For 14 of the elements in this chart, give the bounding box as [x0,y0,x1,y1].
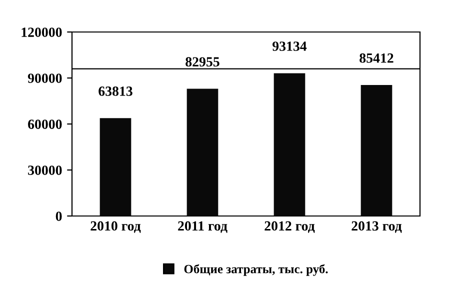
y-tick-label: 120000 [22,28,62,37]
data-label: 85412 [360,53,394,63]
x-tick-label: 2012 год [264,221,315,233]
y-tick-label: 0 [56,212,62,221]
x-tick-label: 2010 год [90,221,141,233]
data-label: 93134 [272,42,307,51]
y-tick-label: 90000 [28,74,62,83]
data-label: 63813 [98,86,132,96]
x-tick-label: 2013 год [352,221,402,233]
y-tick-label: 60000 [28,120,62,129]
legend-label: Общие затраты, тыс. руб. [184,264,328,276]
y-tick-label: 30000 [28,166,62,175]
data-label: 82955 [186,57,220,67]
x-tick-label: 2011 год [178,221,228,233]
